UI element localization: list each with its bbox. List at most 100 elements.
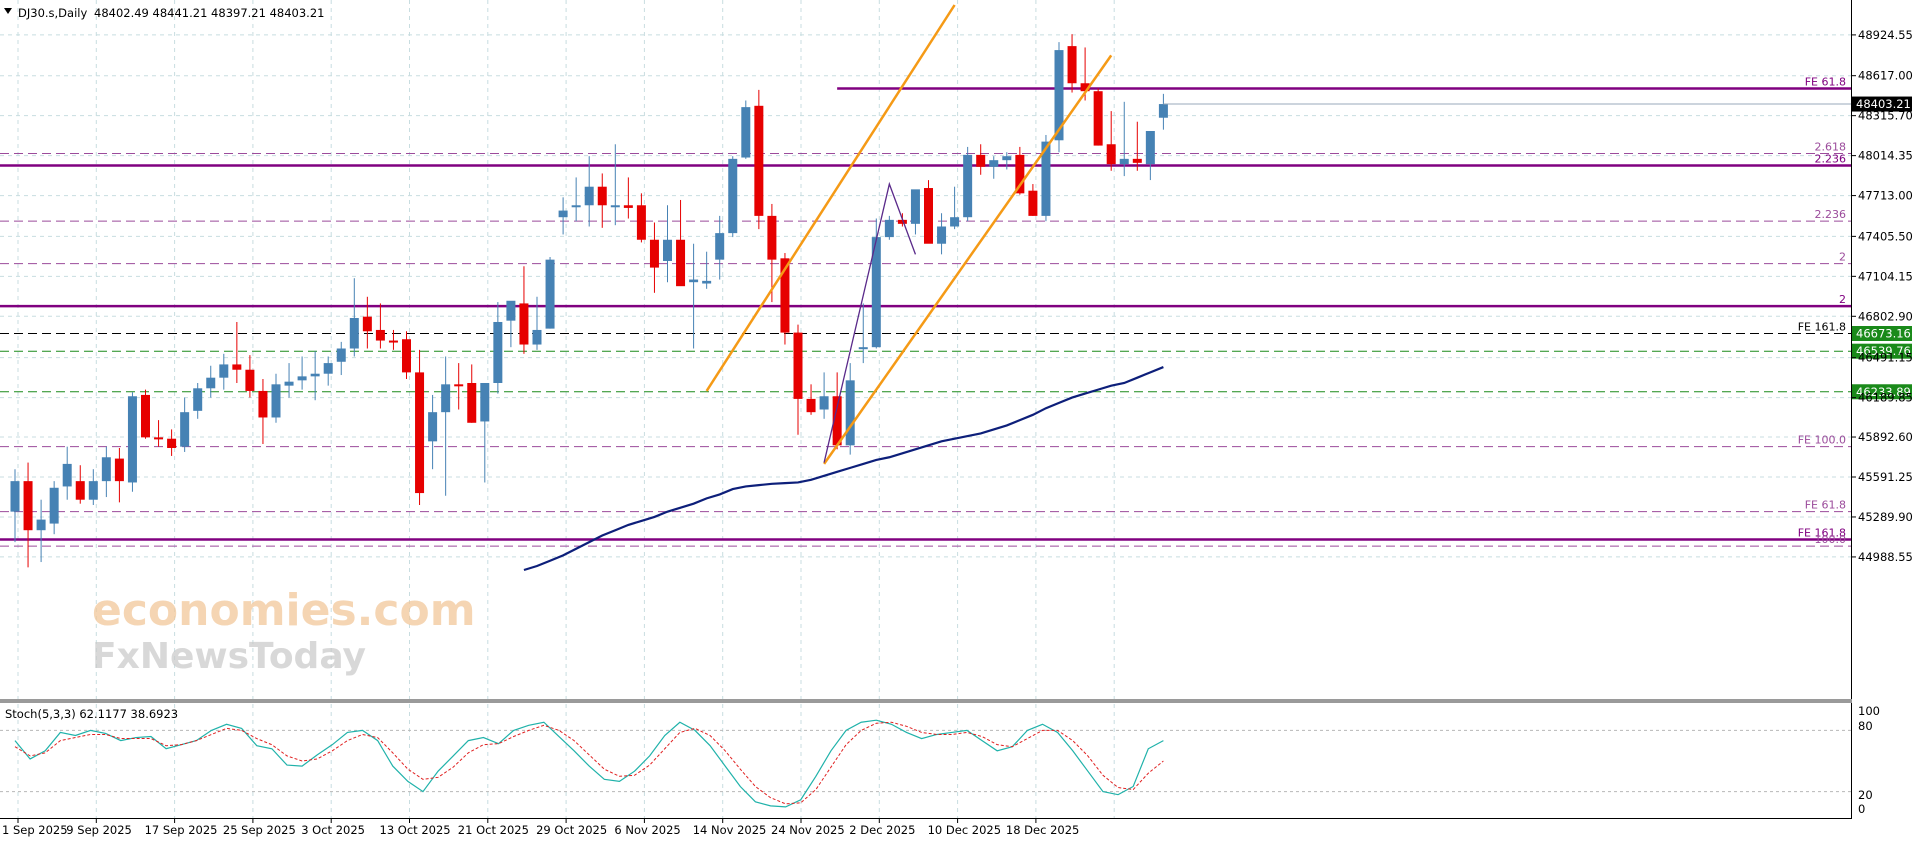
- price-tick-label: 48924.55: [1858, 28, 1913, 42]
- price-tick-label: 47104.15: [1858, 269, 1913, 283]
- candle-body: [402, 339, 411, 373]
- candle-body: [1054, 50, 1064, 141]
- candle-body: [415, 372, 425, 494]
- candle-body: [780, 258, 790, 333]
- candle-body: [806, 398, 816, 413]
- candle-body: [950, 217, 960, 227]
- candle-body: [297, 376, 307, 381]
- candle-body: [467, 382, 477, 423]
- candle-body: [193, 388, 203, 411]
- level-label-3: 2.236: [1815, 208, 1847, 221]
- level-label-9: FE 100.0: [1798, 434, 1846, 447]
- candle-body: [1080, 83, 1090, 92]
- stochastic-label: Stoch(5,3,3) 62.1177 38.6923: [5, 707, 178, 721]
- indicator-separator[interactable]: [0, 699, 1852, 703]
- level-label-4: 2: [1839, 251, 1846, 264]
- stoch-main-line: [14, 719, 1164, 808]
- candle-body: [88, 481, 98, 500]
- channel-line-1[interactable]: [823, 54, 1113, 465]
- level-label-6: FE 161.8: [1798, 321, 1846, 334]
- watermark: economies.com FxNewsToday: [92, 585, 476, 677]
- candle-body: [441, 384, 451, 413]
- candle-body: [663, 239, 672, 261]
- candle-body: [819, 396, 829, 410]
- watermark-line1: economies.com: [92, 585, 476, 636]
- candle-body: [245, 369, 255, 391]
- candle-body: [584, 186, 594, 206]
- ohlc-label: 48402.49 48441.21 48397.21 48403.21: [94, 6, 324, 20]
- candle-body: [284, 381, 294, 386]
- date-tick-label: 25 Sep 2025: [223, 823, 296, 837]
- candle-body: [1106, 144, 1116, 165]
- candle-body: [623, 205, 633, 208]
- price-tick-label: 47405.50: [1858, 229, 1913, 243]
- level-price-label-6: 46673.16: [1856, 327, 1911, 341]
- stochastic-panel: Stoch(5,3,3) 62.1177 38.6923 100 80 20 0: [0, 704, 1880, 816]
- level-price-box-6: [1852, 326, 1912, 342]
- candle-body: [180, 412, 190, 447]
- price-tick-label: 46491.15: [1858, 351, 1913, 365]
- date-tick-label: 29 Oct 2025: [536, 823, 607, 837]
- candle-body: [1119, 158, 1129, 165]
- triangle-down-icon[interactable]: [4, 8, 12, 14]
- candle-body: [767, 215, 777, 260]
- candle-body: [571, 205, 581, 208]
- candle-body: [1015, 154, 1025, 194]
- candle-body: [702, 280, 712, 284]
- level-label-12: 100.0: [1815, 533, 1847, 546]
- candle-body: [375, 329, 385, 341]
- candle-body: [493, 321, 503, 383]
- price-tick-label: 46189.85: [1858, 391, 1913, 405]
- candle-body: [219, 364, 229, 378]
- current-price-box: [1852, 96, 1912, 112]
- level-label-0: FE 61.8: [1805, 76, 1846, 89]
- candle-body: [127, 396, 137, 483]
- candle-body: [1041, 141, 1051, 216]
- candle-body: [715, 233, 725, 260]
- channel: [705, 4, 1113, 465]
- price-tick-label: 44988.55: [1858, 550, 1913, 564]
- price-tick-label: 47713.00: [1858, 189, 1913, 203]
- candle-body: [871, 237, 881, 348]
- candle-body: [271, 384, 281, 418]
- candle-body: [793, 332, 803, 399]
- candle-body: [141, 394, 150, 438]
- candle-body: [610, 205, 620, 208]
- candle-body: [1093, 91, 1103, 146]
- candle-body: [689, 279, 699, 283]
- date-tick-label: 24 Nov 2025: [771, 823, 845, 837]
- date-tick-label: 1 Sep 2025: [2, 823, 68, 837]
- candle-body: [741, 107, 751, 158]
- date-tick-label: 14 Nov 2025: [693, 823, 767, 837]
- price-tick-label: 48315.70: [1858, 109, 1913, 123]
- candle-body: [428, 412, 438, 442]
- candle-body: [519, 303, 529, 345]
- grid: [0, 0, 1851, 818]
- candle-body: [1067, 46, 1077, 84]
- stoch-tick-20: 20: [1858, 788, 1873, 802]
- candle-body: [480, 382, 490, 422]
- level-label-1: 2.618: [1815, 141, 1847, 154]
- date-tick-label: 13 Oct 2025: [380, 823, 451, 837]
- level-price-box-7: [1852, 343, 1912, 359]
- candle-body: [924, 188, 933, 244]
- watermark-line2: FxNewsToday: [92, 636, 366, 677]
- candle-body: [976, 154, 986, 167]
- candle-body: [258, 390, 268, 418]
- channel-line-0[interactable]: [705, 4, 956, 392]
- candle-body: [154, 437, 164, 440]
- candle-body: [349, 318, 359, 349]
- level-price-box-8: [1852, 384, 1912, 400]
- candle-body: [558, 210, 568, 218]
- date-tick-label: 17 Sep 2025: [145, 823, 218, 837]
- price-tick-label: 48014.35: [1858, 149, 1913, 163]
- price-tick-label: 45892.60: [1858, 430, 1913, 444]
- price-tick-label: 45591.25: [1858, 470, 1913, 484]
- candle-body: [545, 259, 555, 329]
- date-tick-label: 10 Dec 2025: [928, 823, 1001, 837]
- fibo-trend-line[interactable]: [823, 181, 917, 463]
